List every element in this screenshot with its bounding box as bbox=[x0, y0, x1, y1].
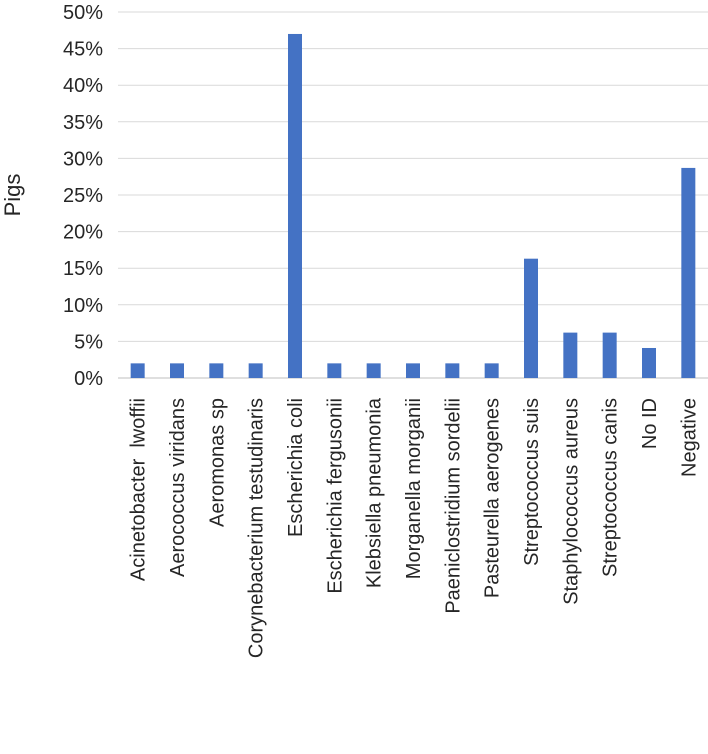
bar bbox=[170, 363, 184, 378]
bar bbox=[602, 332, 617, 378]
y-axis-title: Pigs bbox=[0, 174, 25, 217]
y-tick-label: 20% bbox=[63, 222, 103, 244]
x-category-label: Streptococcus suis bbox=[521, 398, 543, 566]
bar bbox=[366, 363, 381, 378]
y-axis-ticks: 0% 5% 10% 15% 20% 25% 30% 35% 40% 45% 50% bbox=[63, 2, 103, 390]
y-tick-label: 35% bbox=[63, 112, 103, 134]
bar bbox=[524, 258, 538, 378]
bar bbox=[642, 347, 656, 378]
bar bbox=[563, 332, 578, 378]
y-tick-label: 15% bbox=[63, 258, 103, 280]
y-tick-label: 10% bbox=[63, 295, 103, 317]
x-category-label: Acinetobacter lwoffii bbox=[128, 398, 150, 581]
y-tick-label: 50% bbox=[63, 2, 103, 24]
y-tick-label: 45% bbox=[63, 39, 103, 61]
x-category-label: Paeniclostridium sordelii bbox=[442, 398, 464, 614]
x-category-label: Aeromonas sp bbox=[206, 398, 228, 527]
y-tick-label: 30% bbox=[63, 148, 103, 170]
bar bbox=[130, 363, 145, 378]
y-tick-label: 25% bbox=[63, 185, 103, 207]
x-category-label: Morganella morganii bbox=[403, 398, 425, 579]
x-category-label: Corynebacterium testudinaris bbox=[246, 398, 268, 658]
bar bbox=[406, 363, 420, 378]
bar bbox=[484, 363, 499, 378]
y-tick-label: 0% bbox=[74, 368, 103, 390]
y-tick-label: 40% bbox=[63, 75, 103, 97]
y-tick-label: 5% bbox=[74, 331, 103, 353]
bar bbox=[327, 363, 342, 378]
x-category-label: Streptococcus canis bbox=[600, 398, 622, 577]
bar bbox=[209, 363, 224, 378]
x-category-label: Pasteurella aerogenes bbox=[482, 398, 504, 598]
bar bbox=[445, 363, 460, 378]
x-category-label: Negative bbox=[678, 398, 700, 477]
x-axis-labels: Acinetobacter lwoffii Aerococcus viridans… bbox=[128, 397, 701, 658]
bars bbox=[130, 33, 696, 379]
x-category-label: Klebsiella pneumonia bbox=[364, 397, 386, 588]
x-category-label: Escherichia coli bbox=[285, 398, 307, 537]
gridlines bbox=[118, 11, 708, 379]
x-category-label: No ID bbox=[639, 398, 661, 449]
bar bbox=[681, 167, 696, 378]
bar bbox=[248, 363, 263, 378]
x-category-label: Aerococcus viridans bbox=[167, 398, 189, 577]
bar bbox=[288, 33, 302, 379]
x-category-label: Escherichia fergusonii bbox=[324, 398, 346, 594]
x-category-label: Staphylococcus aureus bbox=[560, 398, 582, 605]
